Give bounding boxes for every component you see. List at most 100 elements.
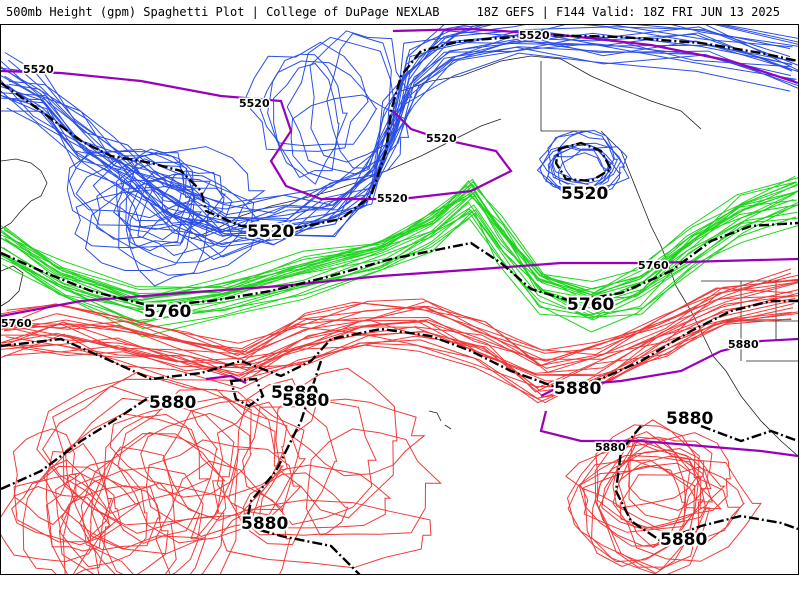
high-contour-loop [45, 475, 111, 574]
high-contour-loop [86, 482, 201, 574]
low-contour-member [1, 46, 795, 245]
high-contour-loop [598, 441, 696, 574]
reference-label: 5520 [519, 29, 550, 42]
mid-contour-member [1, 201, 798, 317]
low-contour-member [8, 25, 791, 233]
high-contour-loop [627, 432, 731, 521]
high-contour-loop [596, 459, 686, 547]
low-contour-loop [113, 161, 227, 230]
contour-label-5880: 5880 [666, 409, 713, 429]
contour-label-5760: 5760 [144, 302, 191, 322]
mean-contour-5760 [1, 221, 798, 308]
high-contour-loop [290, 398, 426, 477]
contour-label-5880: 5880 [554, 379, 601, 399]
high-contour-loop [228, 378, 338, 546]
reference-contour [392, 27, 798, 85]
high-contour-loop [36, 378, 252, 526]
low-contour-loop [66, 148, 195, 240]
mid-contour-member [1, 190, 798, 299]
low-contour-loop [84, 186, 195, 271]
contour-label-5880: 5880 [241, 514, 288, 534]
high-contour-member [1, 281, 798, 362]
mean-contour-5880 [700, 424, 798, 443]
reference-contour [539, 410, 798, 458]
mean-contour-5880 [244, 360, 361, 574]
mean-contour-5520 [554, 141, 613, 183]
low-contour-loop [547, 130, 623, 190]
mid-contour-member [1, 175, 796, 301]
high-contour-loop [567, 454, 722, 571]
mid-contour-member [4, 177, 798, 299]
high-contour-loop [583, 462, 741, 547]
mid-contour-member [1, 181, 798, 296]
coastline-asia [1, 158, 48, 230]
high-contour-loop [612, 447, 726, 529]
high-contour-member [5, 311, 792, 398]
reference-label: 5760 [638, 259, 669, 272]
high-contour-member [3, 278, 798, 356]
mid-contour-member [5, 204, 797, 330]
low-contour-loop [129, 173, 260, 264]
low-contour-loop [273, 62, 340, 185]
low-contour-member [6, 30, 794, 236]
map-panel: 5520 5520 5520 5520 5520 5760 5760 5880 … [0, 24, 799, 575]
high-contour-loop [42, 385, 219, 514]
high-contour-loop [55, 460, 148, 568]
high-contour-member [1, 303, 795, 383]
reference-label: 5880 [595, 441, 626, 454]
model-run-info: 18Z GEFS | F144 Valid: 18Z FRI JUN 13 20… [476, 5, 780, 19]
mean-contour-5520 [1, 33, 798, 231]
high-contour-loop [58, 474, 169, 574]
contour-label-5520: 5520 [247, 222, 294, 242]
low-contour-loop [116, 158, 196, 241]
high-contour-member [3, 313, 798, 388]
low-contour-member [1, 46, 798, 246]
mid-contour-members [1, 175, 798, 338]
reference-label: 5520 [426, 132, 457, 145]
high-contour-loop [155, 460, 291, 574]
high-contour-loop [305, 428, 442, 536]
mid-contour-member [3, 179, 797, 294]
reference-contour [1, 257, 798, 318]
high-contour-loop [64, 413, 226, 550]
high-contour-loop [594, 436, 714, 568]
contour-label-5760: 5760 [567, 295, 614, 315]
mean-contour-5880 [1, 395, 152, 491]
reference-label: 5760 [1, 317, 32, 330]
high-contour-members [1, 268, 798, 574]
reference-contours [1, 27, 798, 458]
high-contour-member [2, 298, 796, 377]
high-contour-loop [275, 367, 398, 519]
high-contour-loop [11, 472, 122, 546]
high-contour-member [1, 307, 794, 404]
high-contour-member [2, 319, 792, 404]
high-contour-loop [61, 485, 162, 551]
reference-label: 5520 [377, 192, 408, 205]
high-contour-loop [45, 442, 113, 552]
high-contour-loop [79, 446, 177, 574]
low-contour-loop [161, 170, 225, 224]
bottom-margin [0, 575, 800, 600]
high-contour-loop [62, 466, 207, 574]
low-contour-loop [118, 176, 259, 276]
coastline-japan [1, 265, 24, 307]
high-contour-loop [566, 431, 691, 563]
low-contour-member [1, 25, 793, 210]
contour-label-5880: 5880 [282, 391, 329, 411]
low-contour-member [1, 38, 798, 258]
spaghetti-map: 5520 5520 5520 5520 5520 5760 5760 5880 … [1, 25, 798, 574]
plot-header: 500mb Height (gpm) Spaghetti Plot | Coll… [0, 0, 800, 24]
high-contour-loop [140, 412, 253, 498]
low-contour-member [1, 52, 791, 261]
low-contour-loop [125, 148, 192, 252]
coastline-bc [600, 130, 692, 312]
low-contour-loop [75, 155, 185, 228]
high-contour-loop [80, 431, 238, 574]
high-contour-loop [109, 396, 288, 498]
high-contour-loop [1, 485, 111, 563]
high-contour-loop [242, 472, 349, 536]
low-contour-member [1, 25, 798, 231]
low-contour-member [4, 25, 791, 232]
low-contour-loop [551, 144, 615, 183]
high-contour-loop [162, 399, 305, 521]
